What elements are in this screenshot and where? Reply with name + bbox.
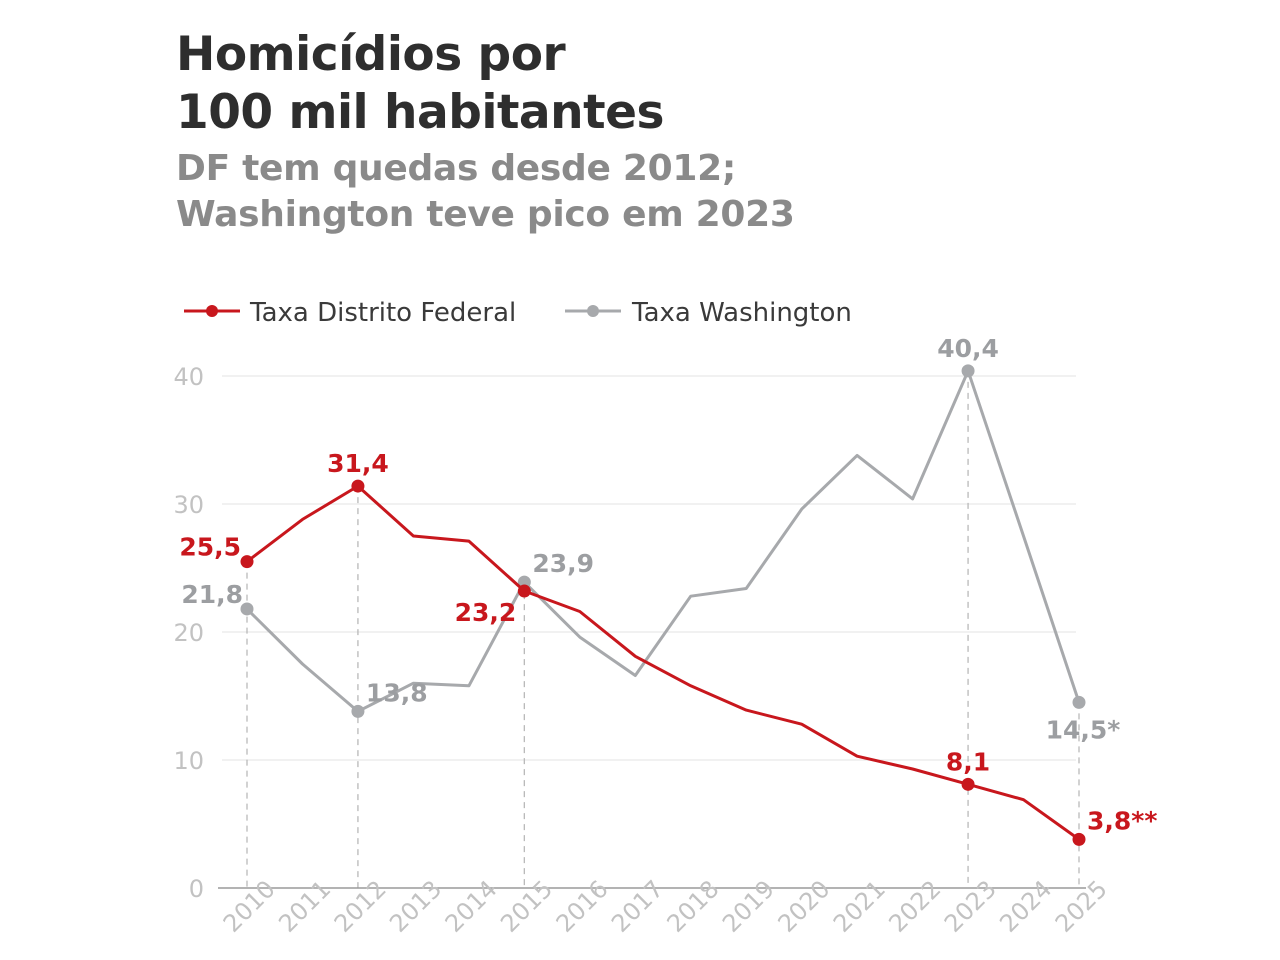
data-label-df-2025: 3,8** <box>1087 806 1157 835</box>
x-tick-label-2010: 2010 <box>218 875 281 938</box>
x-tick-label-2017: 2017 <box>606 875 669 938</box>
x-tick-label-2023: 2023 <box>939 875 1002 938</box>
data-label-washington-2015: 23,9 <box>532 549 594 578</box>
x-tick-label-2021: 2021 <box>828 875 891 938</box>
data-label-df-2015: 23,2 <box>455 598 517 627</box>
series-line-df <box>245 484 1081 841</box>
point-df-2012 <box>351 479 365 493</box>
chart-subtitle-line-2: Washington teve pico em 2023 <box>176 194 795 235</box>
chart-subtitle-line-1: DF tem quedas desde 2012; <box>176 148 736 189</box>
chart-title-line-2: 100 mil habitantes <box>176 85 664 140</box>
legend-swatch-marker-df <box>206 305 218 317</box>
y-tick-label-0: 0 <box>189 875 204 903</box>
y-tick-label-10: 10 <box>173 747 204 775</box>
x-tick-label-2020: 2020 <box>773 875 836 938</box>
data-label-washington-2023: 40,4 <box>937 334 999 363</box>
data-label-washington-2010: 21,8 <box>181 580 243 609</box>
point-df-2025 <box>1072 832 1086 846</box>
y-tick-label-40: 40 <box>173 363 204 391</box>
data-label-df-2012: 31,4 <box>327 449 389 478</box>
grid-lines <box>222 375 1076 761</box>
point-washington-2012 <box>351 704 365 718</box>
chart-title-line-1: Homicídios por <box>176 27 566 82</box>
y-axis: 0 10 20 30 40 <box>173 363 204 903</box>
data-label-washington-2025: 14,5* <box>1046 715 1121 744</box>
x-tick-label-2011: 2011 <box>273 875 336 938</box>
y-tick-label-30: 30 <box>173 491 204 519</box>
legend-swatch-marker-washington <box>587 305 599 317</box>
point-washington-2023 <box>961 364 975 378</box>
series-layer <box>240 364 1086 846</box>
x-tick-label-2025: 2025 <box>1050 875 1113 938</box>
y-tick-label-20: 20 <box>173 619 204 647</box>
x-tick-label-2019: 2019 <box>717 875 780 938</box>
x-tick-label-2024: 2024 <box>994 875 1057 938</box>
point-washington-2010 <box>240 602 254 616</box>
legend-item-df: Taxa Distrito Federal <box>184 298 516 328</box>
legend-label-washington: Taxa Washington <box>631 298 852 328</box>
legend-item-washington: Taxa Washington <box>565 298 852 328</box>
highlight-guides <box>246 370 1080 888</box>
x-tick-label-2014: 2014 <box>440 875 503 938</box>
point-df-2023 <box>961 777 975 791</box>
data-labels: 25,5 31,4 23,2 8,1 3,8** 21,8 13,8 23,9 40,4 14,5… <box>179 334 1157 835</box>
series-line-washington <box>245 369 1081 713</box>
legend-label-df: Taxa Distrito Federal <box>249 298 516 328</box>
x-tick-label-2013: 2013 <box>384 875 447 938</box>
data-label-washington-2012: 13,8 <box>366 678 428 707</box>
point-df-2015 <box>517 584 531 598</box>
x-tick-label-2012: 2012 <box>329 875 392 938</box>
chart-title: Homicídios por 100 mil habitantes <box>176 26 664 142</box>
point-washington-2015 <box>517 575 531 589</box>
data-label-df-2010: 25,5 <box>179 533 241 562</box>
x-tick-label-2022: 2022 <box>883 875 946 938</box>
point-df-2010 <box>240 555 254 569</box>
legend: Taxa Distrito Federal Taxa Washington <box>184 298 852 328</box>
x-tick-label-2018: 2018 <box>662 875 725 938</box>
chart-subtitle: DF tem quedas desde 2012; Washington tev… <box>176 146 795 238</box>
x-axis: 2010201120122013201420152016201720182019… <box>218 875 1113 938</box>
x-tick-label-2016: 2016 <box>551 875 614 938</box>
point-washington-2025 <box>1072 695 1086 709</box>
data-label-df-2023: 8,1 <box>946 747 990 776</box>
x-tick-label-2015: 2015 <box>495 875 558 938</box>
